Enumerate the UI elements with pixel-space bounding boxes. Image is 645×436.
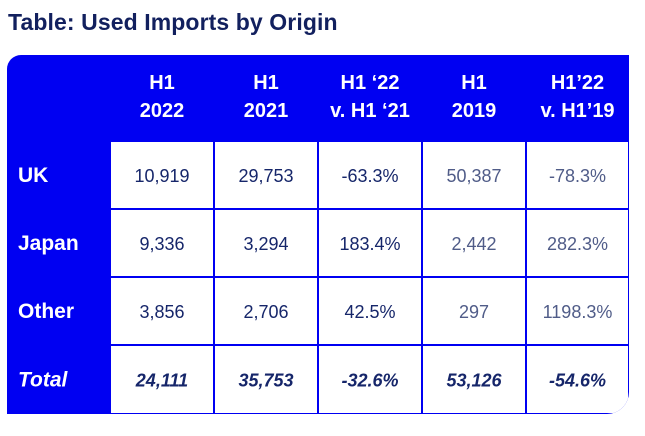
table-cell-bg [215,278,317,344]
column-header: H1 2022 [140,72,185,122]
table-cell-bg [423,142,525,208]
table-cell-bg [215,346,317,413]
table-cell-bg [111,142,213,208]
table-cell: 53,126 [446,371,502,391]
table-cell: 50,387 [446,166,501,186]
table-cell: 282.3% [547,234,608,254]
column-header: H1 2021 [244,72,289,122]
table-cell-bg [111,278,213,344]
table-cell-bg [527,346,628,413]
page-title: Table: Used Imports by Origin [8,9,338,35]
row-label: Total [18,369,69,392]
table-cell-bg [527,278,628,344]
table-cell: -32.6% [341,371,398,391]
table-cell: 3,294 [243,234,288,254]
table-cell-bg [319,278,421,344]
table-cell-bg [423,210,525,276]
table-cell-bg [319,142,421,208]
table-cell: 29,753 [238,166,293,186]
column-header: H1 2019 [452,72,497,122]
table-cell: 9,336 [139,234,184,254]
row-label: UK [18,164,48,187]
table-cell: 2,442 [451,234,496,254]
table-cell: 42.5% [344,302,395,322]
data-table: H1 2022 H1 2021 H1 ‘22 v. H1 ‘21 H1 2019 H1’22 v.… [7,55,629,414]
table-cell: 2,706 [243,302,288,322]
row-label: Other [18,300,74,323]
table-cell: -54.6% [549,371,606,391]
table-cell: 3,856 [139,302,184,322]
table-cell: 35,753 [238,371,293,391]
table-cell-bg [527,142,628,208]
table-cell-bg [423,278,525,344]
row-label: Japan [18,232,79,255]
table-cell-bg [319,210,421,276]
data-table-svg: H1 2022 H1 2021 H1 ‘22 v. H1 ‘21 H1 2019 H1’22 v.… [18,72,628,413]
table-cell-bg [111,210,213,276]
table-cell: -63.3% [341,166,398,186]
table-cell: 183.4% [339,234,400,254]
table-cell: -78.3% [549,166,606,186]
table-cell-bg [423,346,525,413]
table-cell: 24,111 [135,371,188,391]
column-header: H1’22 v. H1’19 [540,72,614,122]
table-cell-bg [215,210,317,276]
column-header: H1 ‘22 v. H1 ‘21 [330,72,410,122]
table-cell-bg [215,142,317,208]
table-cell-bg [319,346,421,413]
table-cell: 1198.3% [543,302,613,322]
table-cell: 297 [459,302,489,322]
table-cell-bg [111,346,213,413]
table-cell-bg [527,210,628,276]
table-cell: 10,919 [134,166,189,186]
